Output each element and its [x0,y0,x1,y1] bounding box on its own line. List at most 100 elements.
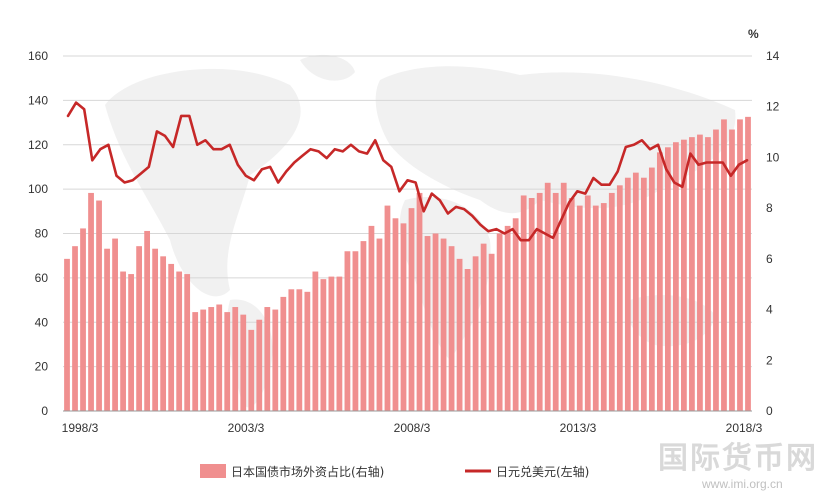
bar [592,205,599,411]
bar [616,185,623,411]
bar [336,276,343,411]
bar [632,172,639,411]
bar [96,200,102,411]
y-left-tick-label: 120 [28,138,48,152]
bar [376,238,383,411]
bar [648,167,655,411]
bar [584,195,591,411]
bar [520,195,527,411]
bar [128,274,134,411]
y-left-tick-label: 0 [41,404,48,418]
bar [504,225,511,411]
y-left-tick-label: 80 [35,227,49,241]
bar-series [64,116,751,412]
x-tick-label: 2013/3 [560,421,597,435]
y-left-tick-label: 100 [28,182,48,196]
bar [464,269,471,411]
bar [544,182,551,411]
bar [528,198,535,411]
bar [552,192,559,411]
bar [296,289,303,411]
bar [496,233,503,411]
legend: 日本国债市场外资占比(右轴) 日元兑美元(左轴) [200,464,589,479]
bar [248,329,255,411]
bar [568,198,575,411]
x-tick-label: 1998/3 [62,421,99,435]
y-right-unit-label: % [748,27,759,41]
y-right-tick-label: 12 [766,100,780,114]
bar [360,241,367,411]
bar [64,258,70,411]
bar [488,253,495,411]
bar [344,251,351,411]
y-left-tick-label: 40 [35,315,49,329]
bar [673,142,679,411]
bar [416,192,423,411]
bar [681,139,687,411]
watermark-text: 国际货币网 [658,441,818,476]
bar [440,238,447,411]
y-left-tick-label: 140 [28,93,48,107]
bar [664,147,671,412]
y-right-tick-label: 10 [766,150,780,164]
bar [136,246,142,411]
y-left-tick-label: 20 [35,360,49,374]
bar [144,230,151,411]
bar [176,271,183,411]
bar [512,218,519,411]
bar [152,248,159,411]
bar [352,251,359,411]
y-right-tick-label: 4 [766,303,773,317]
bar [112,238,118,411]
bar [713,129,719,412]
bar [192,312,199,411]
x-tick-label: 2008/3 [394,421,431,435]
y-right-tick-label: 8 [766,201,773,215]
bar [576,205,583,411]
bar [640,177,647,411]
bar [200,309,207,411]
bar [208,307,215,411]
bar [224,312,231,411]
bar [88,192,94,411]
bar [184,274,191,411]
bar [264,307,271,411]
bar [168,263,175,411]
line-path [66,101,749,242]
bar [72,246,78,411]
watermark: 国际货币网 www.imi.org.cn [658,441,818,491]
bar [472,256,479,411]
bar [600,203,607,411]
bar [408,208,415,411]
bar [689,137,695,411]
bar [232,307,239,411]
bar [448,246,455,411]
bar [656,152,663,411]
bar [368,225,375,411]
legend-bar-swatch [200,464,226,478]
bar [240,314,247,411]
legend-line-label: 日元兑美元(左轴) [496,464,589,479]
bar [608,192,615,411]
x-tick-label: 2018/3 [726,421,763,435]
axes: 0 20 40 60 80 100 120 140 160 0 2 4 6 8 10 12 14% 1998/3 2… [28,27,780,435]
bar [480,243,487,411]
bar [288,289,295,411]
bar [400,223,407,411]
bar [536,192,543,411]
y-right-tick-label: 2 [766,353,773,367]
bar [456,258,463,411]
bar [272,309,279,411]
bar [104,248,110,411]
bar [705,137,711,411]
y-right-tick-label: 0 [766,404,773,418]
bar [697,134,703,411]
watermark-url: www.imi.org.cn [701,477,783,491]
y-right-tick-label: 14 [766,49,780,63]
bar [392,218,399,411]
bar [328,276,335,411]
bar [120,271,126,411]
legend-bar-label: 日本国债市场外资占比(右轴) [231,464,384,479]
bar [160,256,167,411]
